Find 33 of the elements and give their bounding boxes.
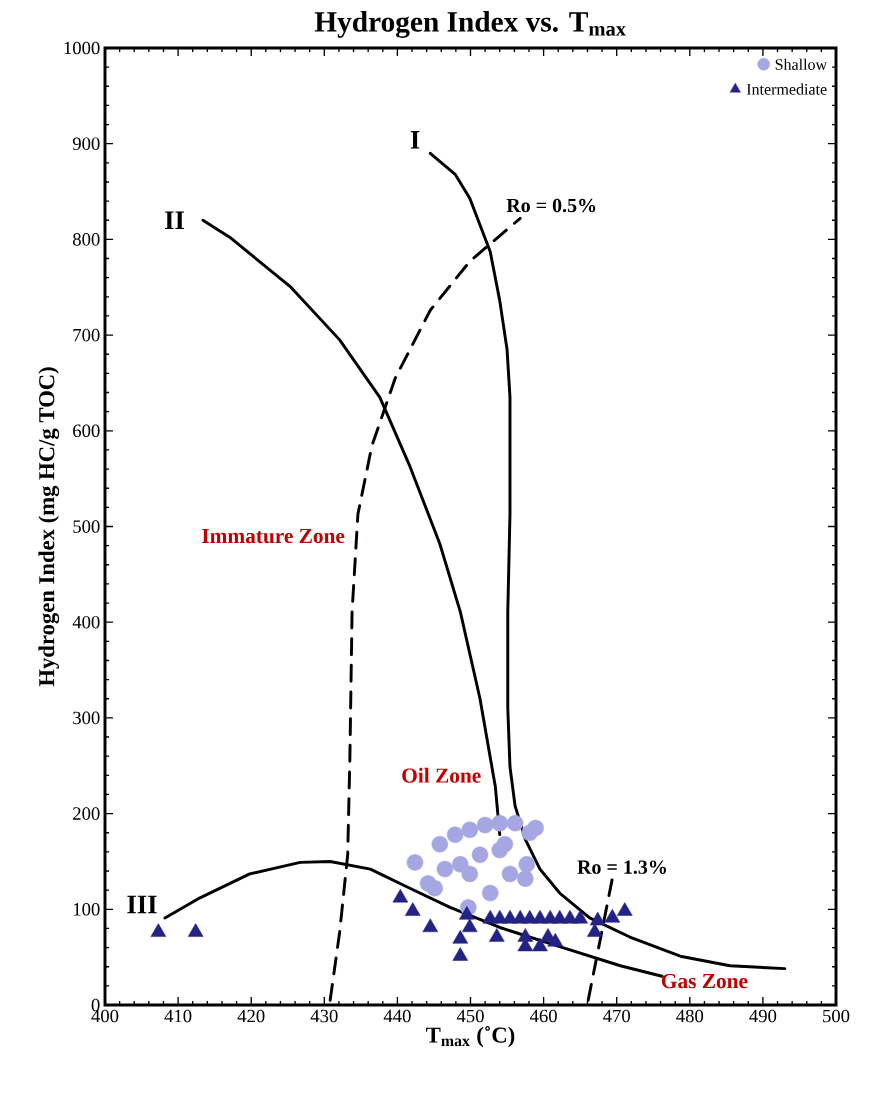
y-tick-label: 400 bbox=[72, 615, 100, 629]
annotation: Gas Zone bbox=[661, 973, 748, 989]
y-tick-label: 200 bbox=[73, 807, 100, 820]
annotation: I bbox=[410, 131, 420, 149]
annotation: Ro = 0.5% bbox=[506, 198, 596, 213]
y-tick-label: 900 bbox=[72, 137, 100, 150]
annotation: II bbox=[165, 211, 184, 229]
x-tick-label: 420 bbox=[237, 1009, 265, 1023]
x-tick-label: 470 bbox=[603, 1009, 630, 1023]
y-tick-label: 800 bbox=[73, 233, 100, 246]
x-tick-label: 430 bbox=[310, 1009, 338, 1023]
x-tick-label: 410 bbox=[164, 1009, 192, 1023]
x-tick-label: 450 bbox=[456, 1009, 484, 1023]
legend-label: Shallow bbox=[775, 58, 828, 70]
y-axis-title: Hydrogen Index (mg HC/g TOC) bbox=[38, 367, 60, 687]
chart-title: Hydrogen Index vs. T$_{max}$ bbox=[314, 11, 626, 38]
y-tick-label: 1000 bbox=[64, 41, 100, 55]
x-axis-title: T$_{max}$ (˚C) bbox=[426, 1026, 515, 1048]
x-tick-label: 490 bbox=[749, 1009, 777, 1023]
x-tick-label: 440 bbox=[383, 1009, 411, 1023]
x-tick-label: 460 bbox=[529, 1009, 557, 1023]
annotation: Oil Zone bbox=[402, 767, 481, 783]
annotation: III bbox=[127, 895, 157, 914]
y-tick-label: 600 bbox=[73, 424, 100, 438]
x-tick-label: 500 bbox=[823, 1009, 850, 1023]
y-tick-label: 700 bbox=[73, 328, 100, 342]
annotation: Ro = 1.3% bbox=[577, 860, 666, 874]
x-tick-label: 480 bbox=[676, 1009, 704, 1023]
y-tick-label: 500 bbox=[73, 520, 100, 533]
legend-label: Intermediate bbox=[746, 83, 827, 95]
y-tick-label: 100 bbox=[73, 902, 100, 916]
annotation: Immature Zone bbox=[202, 528, 345, 544]
y-tick-label: 300 bbox=[73, 711, 100, 725]
